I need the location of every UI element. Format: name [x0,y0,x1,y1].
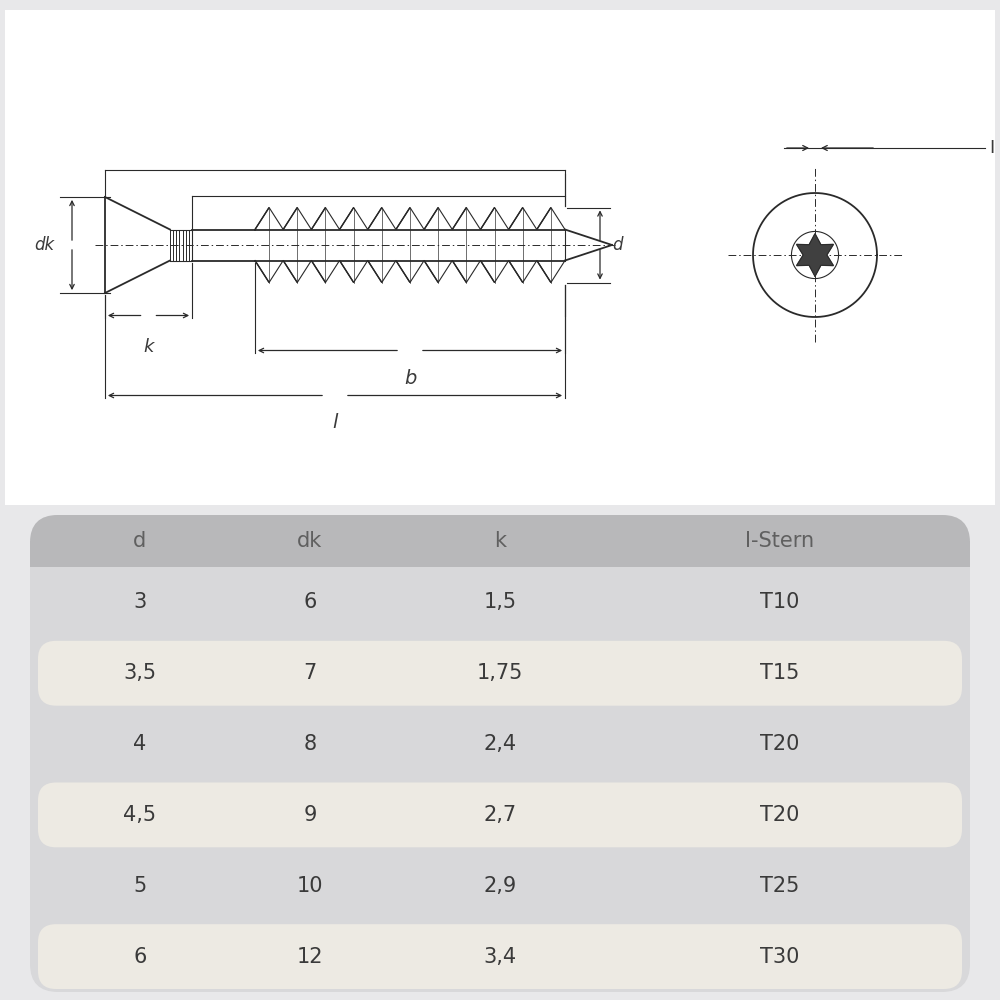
Polygon shape [311,208,325,230]
Text: I-Stern: I-Stern [745,531,815,551]
Text: d: d [133,531,147,551]
Text: 6: 6 [133,947,147,967]
Polygon shape [283,208,297,230]
Text: b: b [404,368,416,387]
Text: 1,5: 1,5 [483,592,517,612]
Text: dk: dk [297,531,323,551]
Text: 3,4: 3,4 [483,947,517,967]
FancyBboxPatch shape [30,515,970,567]
Text: 10: 10 [297,876,323,896]
Text: dk: dk [34,236,54,254]
Text: 8: 8 [303,734,317,754]
Text: 1,75: 1,75 [477,663,523,683]
Polygon shape [255,208,269,230]
Text: 3: 3 [133,592,147,612]
Text: T15: T15 [760,663,800,683]
Polygon shape [537,260,551,282]
Text: 3,5: 3,5 [123,663,157,683]
Text: I – Stern: I – Stern [990,139,1000,157]
Text: 9: 9 [303,805,317,825]
Polygon shape [283,260,297,282]
FancyBboxPatch shape [38,924,962,989]
FancyBboxPatch shape [38,641,962,706]
Text: 5: 5 [133,876,147,896]
Polygon shape [368,208,382,230]
Text: T20: T20 [760,734,800,754]
Text: 12: 12 [297,947,323,967]
Polygon shape [509,208,523,230]
Polygon shape [396,208,410,230]
Text: k: k [494,531,506,551]
Polygon shape [255,260,269,282]
Text: 4,5: 4,5 [123,805,157,825]
FancyBboxPatch shape [30,515,970,992]
Polygon shape [480,260,495,282]
Text: 2,4: 2,4 [483,734,517,754]
Text: T30: T30 [760,947,800,967]
Text: 2,7: 2,7 [483,805,517,825]
Polygon shape [424,208,438,230]
Text: l: l [332,414,338,432]
Polygon shape [452,260,466,282]
Text: k: k [143,338,154,356]
Polygon shape [509,260,523,282]
FancyBboxPatch shape [38,782,962,847]
Polygon shape [340,208,354,230]
Text: T25: T25 [760,876,800,896]
Text: 4: 4 [133,734,147,754]
FancyBboxPatch shape [5,10,995,505]
Bar [30,541,970,567]
Polygon shape [537,208,551,230]
Text: 6: 6 [303,592,317,612]
Polygon shape [452,208,466,230]
Polygon shape [368,260,382,282]
Text: 7: 7 [303,663,317,683]
Text: T10: T10 [760,592,800,612]
Polygon shape [311,260,325,282]
Polygon shape [797,234,833,276]
Text: 2,9: 2,9 [483,876,517,896]
Polygon shape [340,260,354,282]
Polygon shape [480,208,495,230]
Polygon shape [396,260,410,282]
Text: T20: T20 [760,805,800,825]
Text: d: d [612,236,622,254]
Polygon shape [424,260,438,282]
